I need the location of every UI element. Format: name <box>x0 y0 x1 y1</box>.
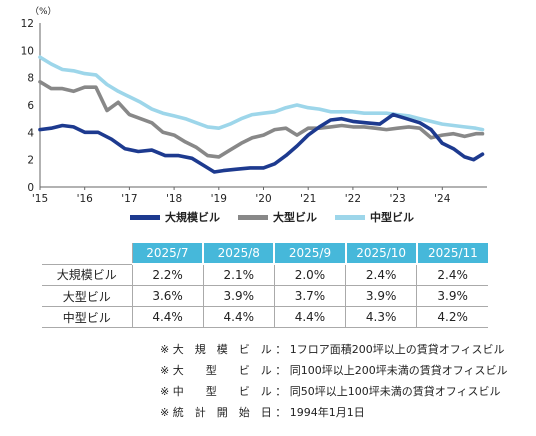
legend-item-large-scale: 大規模ビル <box>130 209 220 225</box>
chart-series-lines <box>38 55 485 174</box>
table-cell: 3.6% <box>132 285 204 307</box>
series-line-1 <box>38 80 485 159</box>
table-cell: 2.1% <box>203 264 275 286</box>
footnote-medium: ※ 中 型 ビ ル ： 同50坪以上100坪未満の賃貸オフィスビル <box>160 385 501 398</box>
chart-legend: 大規模ビル 大型ビル 中型ビル <box>130 210 432 224</box>
table-column-header: 2025/8 <box>203 243 276 265</box>
legend-label: 大型ビル <box>273 211 317 224</box>
y-tick-label: 2 <box>27 155 34 167</box>
legend-label: 大規模ビル <box>165 211 220 224</box>
y-axis-unit-label: （%） <box>30 6 57 17</box>
legend-label: 中型ビル <box>370 211 414 224</box>
table-cell: 4.4% <box>132 306 204 328</box>
legend-swatch <box>130 214 160 220</box>
x-tick-label: '19 <box>211 193 227 205</box>
x-tick-label: '15 <box>32 193 48 205</box>
x-tick-label: '24 <box>434 193 451 205</box>
table-row: 大型ビル 3.6% 3.9% 3.7% 3.9% 3.9% <box>42 285 488 307</box>
footnote-large-scale: ※ 大 規 模 ビ ル ： 1フロア面積200坪以上の賃貸オフィスビル <box>160 343 505 356</box>
table-cell: 3.9% <box>203 285 275 307</box>
x-tick-label: '17 <box>121 193 137 205</box>
table-cell: 4.2% <box>416 306 488 328</box>
table-row: 中型ビル 4.4% 4.4% 4.4% 4.3% 4.2% <box>42 306 488 328</box>
series-line-2 <box>38 55 485 132</box>
table-cell: 2.0% <box>274 264 347 286</box>
table-row-label: 大型ビル <box>42 285 133 307</box>
legend-swatch <box>238 214 268 220</box>
table-cell: 4.3% <box>345 306 418 328</box>
table-column-header: 2025/9 <box>274 243 347 265</box>
legend-swatch <box>335 214 365 220</box>
x-tick-label: '23 <box>389 193 405 205</box>
table-cell: 3.9% <box>345 285 418 307</box>
footnote-start-date: ※ 統 計 開 始 日 ： 1994年1月1日 <box>160 406 365 419</box>
y-tick-label: 12 <box>21 18 34 30</box>
y-tick-label: 8 <box>27 73 34 85</box>
table-cell: 3.7% <box>274 285 347 307</box>
x-tick-label: '21 <box>300 193 316 205</box>
legend-item-medium: 中型ビル <box>335 209 414 225</box>
table-row-label: 大規模ビル <box>42 264 133 286</box>
x-tick-label: '20 <box>255 193 271 205</box>
y-tick-label: 6 <box>27 100 34 112</box>
y-tick-label: 10 <box>21 45 34 57</box>
vacancy-rate-table: 2025/7 2025/8 2025/9 2025/10 2025/11 大規模… <box>42 243 488 328</box>
table-cell: 2.4% <box>416 264 488 286</box>
y-tick-label: 4 <box>27 127 34 139</box>
chart-axes: 0 2 4 6 8 10 12 '15 '16 '17 '18 '19 '20 '21 '22 '23 '24 <box>21 18 487 205</box>
table-corner-cell <box>42 243 133 265</box>
footnote-large: ※ 大 型 ビ ル ： 同100坪以上200坪未満の賃貸オフィスビル <box>160 364 508 377</box>
table-header-row: 2025/7 2025/8 2025/9 2025/10 2025/11 <box>42 243 488 265</box>
table-cell: 4.4% <box>203 306 275 328</box>
table-row-label: 中型ビル <box>42 306 133 328</box>
legend-item-large: 大型ビル <box>238 209 317 225</box>
table-row: 大規模ビル 2.2% 2.1% 2.0% 2.4% 2.4% <box>42 264 488 286</box>
table-cell: 3.9% <box>416 285 488 307</box>
y-tick-label: 0 <box>27 182 34 194</box>
x-tick-label: '16 <box>77 193 94 205</box>
footnotes: ※ 大 規 模 ビ ル ： 1フロア面積200坪以上の賃貸オフィスビル ※ 大 … <box>160 339 507 423</box>
x-tick-label: '22 <box>345 193 361 205</box>
table-cell: 2.4% <box>345 264 418 286</box>
table-column-header: 2025/11 <box>416 243 488 265</box>
table-column-header: 2025/10 <box>345 243 418 265</box>
table-column-header: 2025/7 <box>132 243 205 265</box>
table-cell: 2.2% <box>132 264 204 286</box>
table-cell: 4.4% <box>274 306 347 328</box>
x-tick-label: '18 <box>166 193 182 205</box>
series-line-0 <box>38 112 485 174</box>
vacancy-rate-chart: （%） 0 2 4 6 8 10 12 '15 '16 '17 '18 '19 '20 '21 '22 '23… <box>21 6 487 205</box>
